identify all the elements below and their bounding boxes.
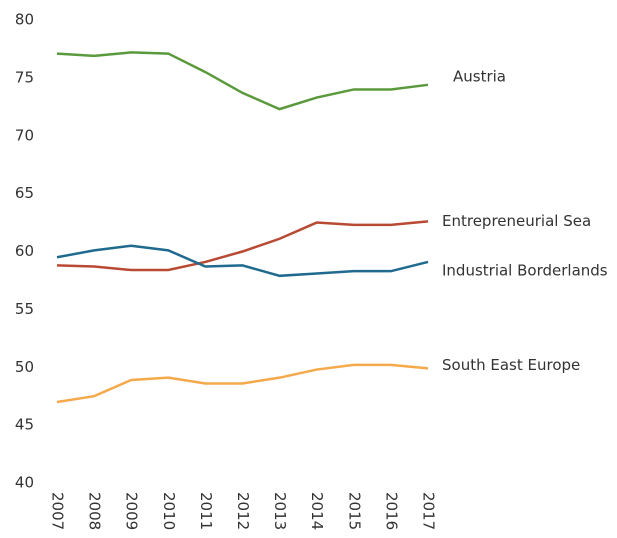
y-tick-label: 60 — [15, 242, 34, 260]
series-label: Entrepreneurial Sea — [442, 212, 591, 230]
y-tick-label: 80 — [15, 11, 34, 29]
x-tick-label: 2008 — [86, 492, 104, 530]
x-tick-label: 2013 — [271, 492, 289, 530]
y-tick-label: 45 — [15, 416, 34, 434]
y-tick-label: 65 — [15, 184, 34, 202]
series-line — [56, 363, 429, 404]
y-tick-label: 70 — [15, 126, 34, 144]
x-tick-label: 2017 — [420, 492, 438, 530]
series-line — [56, 220, 429, 272]
x-tick-label: 2010 — [160, 492, 178, 530]
y-tick-label: 75 — [15, 68, 34, 86]
series-line — [56, 244, 429, 278]
x-tick-label: 2011 — [197, 492, 215, 530]
y-tick-label: 40 — [15, 474, 34, 492]
x-tick-label: 2012 — [234, 492, 252, 530]
x-tick-label: 2007 — [49, 492, 67, 530]
y-tick-label: 50 — [15, 358, 34, 376]
x-tick-label: 2014 — [308, 492, 326, 530]
series-label: Industrial Borderlands — [442, 261, 608, 279]
series-line — [56, 51, 429, 111]
series-label: Austria — [453, 67, 506, 85]
x-tick-label: 2009 — [123, 492, 141, 530]
x-tick-label: 2015 — [345, 492, 363, 530]
series-label: South East Europe — [442, 356, 580, 374]
x-tick-label: 2016 — [382, 492, 400, 530]
y-tick-label: 55 — [15, 300, 34, 318]
